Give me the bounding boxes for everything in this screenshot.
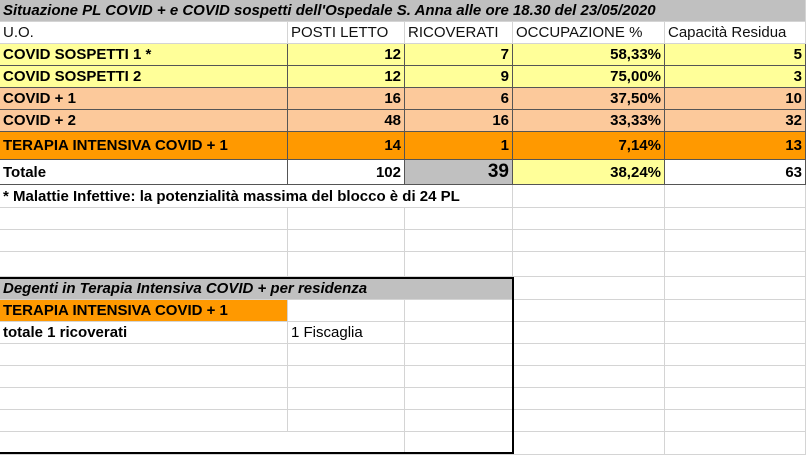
total-cell-ricoverati[interactable]: 39	[405, 160, 513, 185]
table-cell-posti[interactable]: 16	[288, 88, 405, 110]
empty-cell[interactable]	[513, 344, 665, 366]
total-cell-occupazione[interactable]: 38,24%	[513, 160, 665, 185]
empty-cell[interactable]	[513, 185, 665, 208]
table-cell-ricoverati[interactable]: 7	[405, 44, 513, 66]
empty-cell[interactable]	[513, 322, 665, 344]
table-cell-uo[interactable]: COVID SOSPETTI 1 *	[0, 44, 288, 66]
table-cell-residua[interactable]: 32	[665, 110, 806, 132]
empty-cell[interactable]	[405, 252, 513, 277]
empty-cell[interactable]	[405, 230, 513, 252]
table-cell-occupazione[interactable]: 58,33%	[513, 44, 665, 66]
table-cell-occupazione[interactable]: 37,50%	[513, 88, 665, 110]
total-cell-posti[interactable]: 102	[288, 160, 405, 185]
table-cell-ricoverati[interactable]: 1	[405, 132, 513, 160]
empty-cell[interactable]	[288, 366, 405, 388]
empty-cell[interactable]	[513, 366, 665, 388]
table-cell-ricoverati[interactable]: 6	[405, 88, 513, 110]
residence-title[interactable]: Degenti in Terapia Intensiva COVID + per…	[0, 277, 513, 300]
table-cell-uo[interactable]: TERAPIA INTENSIVA COVID + 1	[0, 132, 288, 160]
empty-cell[interactable]	[513, 230, 665, 252]
table-cell-uo[interactable]: COVID + 2	[0, 110, 288, 132]
empty-cell[interactable]	[0, 208, 288, 230]
table-cell-occupazione[interactable]: 7,14%	[513, 132, 665, 160]
column-header-occupazione[interactable]: OCCUPAZIONE %	[513, 22, 665, 44]
table-cell-residua[interactable]: 13	[665, 132, 806, 160]
empty-cell[interactable]	[405, 410, 513, 432]
empty-cell[interactable]	[405, 208, 513, 230]
empty-cell[interactable]	[0, 230, 288, 252]
empty-cell[interactable]	[405, 300, 513, 322]
table-cell-posti[interactable]: 12	[288, 66, 405, 88]
empty-cell[interactable]	[513, 277, 665, 300]
residence-unit[interactable]: TERAPIA INTENSIVA COVID + 1	[0, 300, 288, 322]
empty-cell[interactable]	[513, 388, 665, 410]
empty-cell[interactable]	[0, 344, 288, 366]
empty-cell[interactable]	[288, 388, 405, 410]
footnote[interactable]: * Malattie Infettive: la potenzialità ma…	[0, 185, 513, 208]
table-cell-residua[interactable]: 5	[665, 44, 806, 66]
column-header-ricoverati[interactable]: RICOVERATI	[405, 22, 513, 44]
table-cell-ricoverati[interactable]: 16	[405, 110, 513, 132]
empty-cell[interactable]	[665, 322, 806, 344]
table-cell-posti[interactable]: 48	[288, 110, 405, 132]
empty-cell[interactable]	[288, 300, 405, 322]
empty-cell[interactable]	[665, 277, 806, 300]
empty-cell[interactable]	[665, 185, 806, 208]
empty-cell[interactable]	[405, 322, 513, 344]
table-cell-occupazione[interactable]: 33,33%	[513, 110, 665, 132]
table-cell-occupazione[interactable]: 75,00%	[513, 66, 665, 88]
empty-cell[interactable]	[288, 344, 405, 366]
empty-cell[interactable]	[665, 388, 806, 410]
empty-cell[interactable]	[288, 230, 405, 252]
total-cell-residua[interactable]: 63	[665, 160, 806, 185]
empty-cell[interactable]	[513, 432, 665, 455]
column-header-residua[interactable]: Capacità Residua	[665, 22, 806, 44]
residence-total[interactable]: totale 1 ricoverati	[0, 322, 288, 344]
empty-cell[interactable]	[405, 432, 513, 455]
sheet-title[interactable]: Situazione PL COVID + e COVID sospetti d…	[0, 0, 806, 22]
empty-cell[interactable]	[0, 388, 288, 410]
empty-cell[interactable]	[288, 432, 405, 455]
empty-cell[interactable]	[513, 252, 665, 277]
table-cell-posti[interactable]: 14	[288, 132, 405, 160]
empty-cell[interactable]	[665, 344, 806, 366]
table-cell-residua[interactable]: 3	[665, 66, 806, 88]
column-header-uo[interactable]: U.O.	[0, 22, 288, 44]
empty-cell[interactable]	[665, 230, 806, 252]
table-cell-uo[interactable]: COVID + 1	[0, 88, 288, 110]
empty-cell[interactable]	[288, 208, 405, 230]
empty-cell[interactable]	[0, 432, 288, 455]
empty-cell[interactable]	[665, 366, 806, 388]
empty-cell[interactable]	[665, 432, 806, 455]
empty-cell[interactable]	[0, 410, 288, 432]
empty-cell[interactable]	[405, 344, 513, 366]
empty-cell[interactable]	[513, 208, 665, 230]
table-cell-posti[interactable]: 12	[288, 44, 405, 66]
empty-cell[interactable]	[288, 410, 405, 432]
empty-cell[interactable]	[0, 252, 288, 277]
column-header-posti[interactable]: POSTI LETTO	[288, 22, 405, 44]
empty-cell[interactable]	[288, 252, 405, 277]
empty-cell[interactable]	[513, 300, 665, 322]
empty-cell[interactable]	[665, 300, 806, 322]
total-cell-label[interactable]: Totale	[0, 160, 288, 185]
empty-cell[interactable]	[665, 252, 806, 277]
table-cell-ricoverati[interactable]: 9	[405, 66, 513, 88]
empty-cell[interactable]	[665, 208, 806, 230]
table-cell-uo[interactable]: COVID SOSPETTI 2	[0, 66, 288, 88]
empty-cell[interactable]	[405, 388, 513, 410]
empty-cell[interactable]	[513, 410, 665, 432]
empty-cell[interactable]	[665, 410, 806, 432]
residence-entry[interactable]: 1 Fiscaglia	[288, 322, 405, 344]
empty-cell[interactable]	[0, 366, 288, 388]
empty-cell[interactable]	[405, 366, 513, 388]
table-cell-residua[interactable]: 10	[665, 88, 806, 110]
